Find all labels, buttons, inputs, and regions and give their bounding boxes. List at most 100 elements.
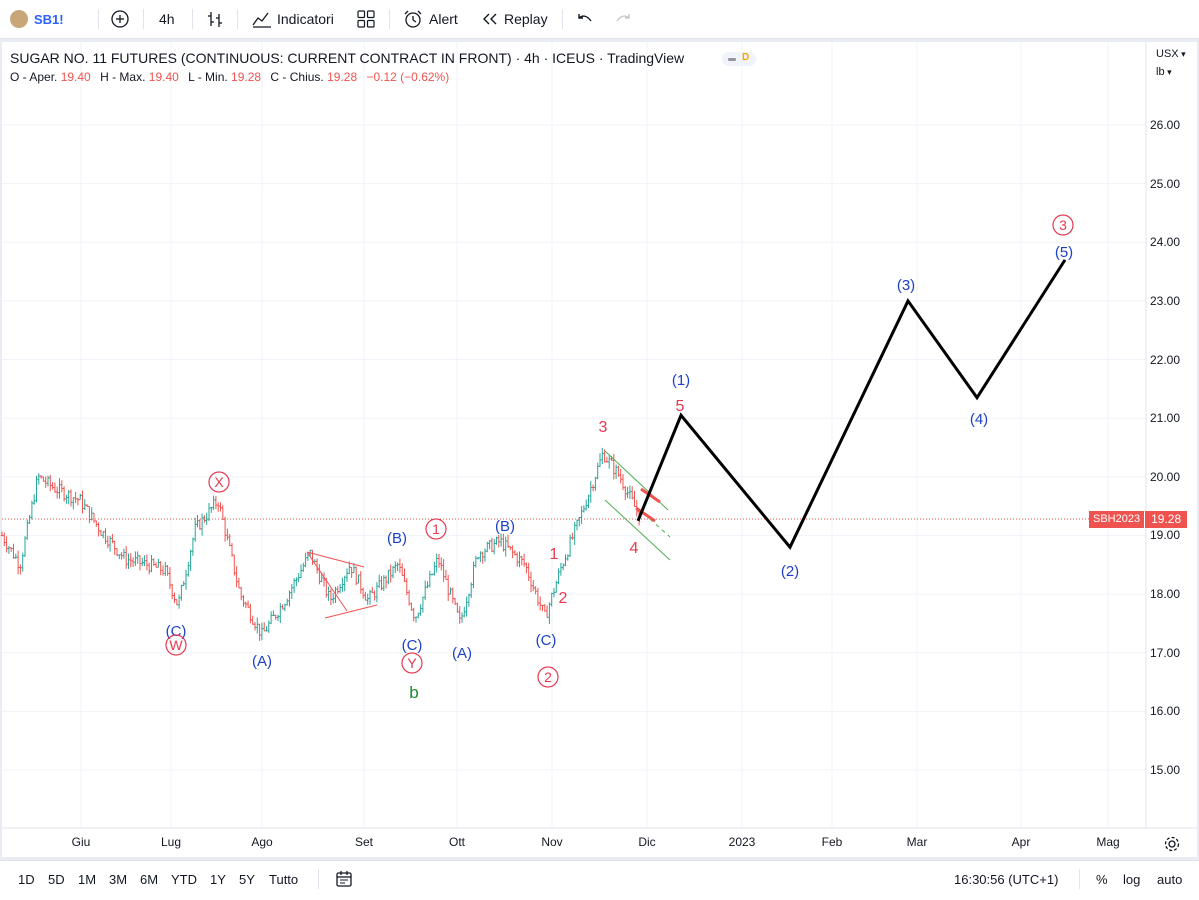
compare-button[interactable] (110, 0, 130, 38)
high-label: H - Max. (100, 70, 146, 84)
templates-button[interactable] (356, 0, 376, 38)
go-to-date-button[interactable] (334, 861, 354, 897)
price-tick: 24.00 (1150, 235, 1181, 249)
low-label: L - Min. (188, 70, 228, 84)
range-all-button[interactable]: Tutto (269, 861, 298, 897)
wave-label-blue: (C) (536, 632, 557, 649)
time-tick: Feb (821, 835, 843, 849)
wave-label-circled-ring (208, 471, 230, 493)
time-tick: Apr (1011, 835, 1031, 849)
wave-label-blue: (3) (897, 277, 915, 294)
price-tick: 22.00 (1150, 353, 1181, 367)
channel-lower-line (604, 499, 671, 561)
triangle-lower-line (324, 604, 378, 619)
range-5y-button[interactable]: 5Y (239, 861, 255, 897)
symbol-label: SB1! (34, 11, 64, 27)
alert-label: Alert (429, 11, 458, 27)
percent-scale-button[interactable]: % (1096, 861, 1108, 897)
redo-button[interactable] (613, 0, 633, 38)
log-scale-button[interactable]: log (1123, 861, 1140, 897)
alarm-clock-icon (404, 10, 422, 28)
range-5d-button[interactable]: 5D (48, 861, 65, 897)
wave-label-blue: (B) (387, 530, 407, 547)
time-tick: Dic (638, 835, 656, 849)
close-value: 19.28 (327, 70, 358, 84)
market-status-badge: D (722, 52, 756, 66)
indicators-button[interactable]: Indicatori (251, 0, 334, 38)
wave-label-circled: X (214, 474, 224, 490)
wave-label-circled-ring (1052, 214, 1074, 236)
range-1d-button[interactable]: 1D (18, 861, 35, 897)
time-tick: Set (354, 835, 374, 849)
wave-label-blue: (4) (970, 411, 988, 428)
auto-label: auto (1157, 871, 1183, 887)
wave-label-circled: 1 (432, 521, 440, 537)
range-label: YTD (171, 871, 197, 887)
price-tick: 26.00 (1150, 118, 1181, 132)
range-label: Tutto (269, 871, 299, 887)
wave-label-blue: (A) (252, 653, 272, 670)
replay-button[interactable]: Replay (480, 0, 548, 38)
price-tick: 20.00 (1150, 470, 1181, 484)
candles-group (0, 447, 641, 641)
rewind-icon (483, 13, 497, 25)
range-ytd-button[interactable]: YTD (171, 861, 197, 897)
auto-scale-button[interactable]: auto (1157, 861, 1182, 897)
wave-label-blue: (B) (495, 518, 515, 535)
range-1y-button[interactable]: 1Y (210, 861, 226, 897)
range-3m-button[interactable]: 3M (109, 861, 127, 897)
time-tick: 2023 (728, 835, 756, 849)
price-tick: 25.00 (1150, 177, 1181, 191)
grid-icon (357, 10, 375, 28)
drawings-group (306, 259, 1067, 619)
symbol-search-button[interactable]: SB1! (10, 0, 64, 38)
wave-label-red: 3 (599, 419, 608, 436)
channel-mid-line (649, 518, 671, 538)
range-label: 1Y (210, 871, 226, 887)
wave-label-red: 1 (550, 546, 559, 563)
alert-button[interactable]: Alert (402, 0, 458, 38)
interval-label: 4h (159, 11, 175, 27)
undo-button[interactable] (575, 0, 595, 38)
currency-label: USX (1156, 48, 1179, 60)
wave-label-circled: 2 (544, 669, 552, 685)
invalidation-mark (640, 487, 661, 504)
elliott-projection-path (636, 259, 1067, 550)
range-label: 1M (78, 871, 97, 887)
divider (143, 9, 144, 29)
timezone-button[interactable]: 16:30:56 (UTC+1) (954, 861, 1058, 897)
divider (318, 869, 319, 889)
divider (192, 9, 193, 29)
triangle-side-line (306, 551, 348, 612)
chart-settings-button[interactable] (1163, 835, 1181, 858)
price-tick: 21.00 (1150, 411, 1181, 425)
bars-icon (208, 12, 222, 27)
range-6m-button[interactable]: 6M (140, 861, 158, 897)
unit-button[interactable]: lb ▾ (1156, 66, 1172, 78)
time-tick: Giu (71, 835, 91, 849)
wave-label-circled-ring (401, 652, 423, 674)
chart-grid (2, 42, 1146, 828)
last-price-tag: SBH2023 19.28 (1089, 511, 1188, 528)
time-tick: Mar (906, 835, 928, 849)
divider (1079, 869, 1080, 889)
time-tick: Ago (251, 835, 273, 849)
interval-button[interactable]: 4h (159, 0, 175, 38)
triangle-upper-line (306, 551, 365, 568)
last-price-symbol: SBH2023 (1089, 511, 1145, 528)
chart-style-button[interactable] (205, 0, 225, 38)
currency-button[interactable]: USX ▾ (1156, 48, 1186, 60)
wave-label-blue: (5) (1055, 244, 1073, 261)
time-tick: Mag (1096, 835, 1120, 849)
time-tick: Ott (448, 835, 466, 849)
delay-badge: D (742, 52, 750, 63)
wave-label-circled-ring (425, 518, 447, 540)
chart-pane[interactable] (2, 42, 1197, 857)
range-1m-button[interactable]: 1M (78, 861, 96, 897)
status-dash-icon (728, 58, 736, 61)
divider (98, 9, 99, 29)
divider (562, 9, 563, 29)
open-label: O - Aper. (10, 70, 58, 84)
price-tick: 17.00 (1150, 646, 1181, 660)
